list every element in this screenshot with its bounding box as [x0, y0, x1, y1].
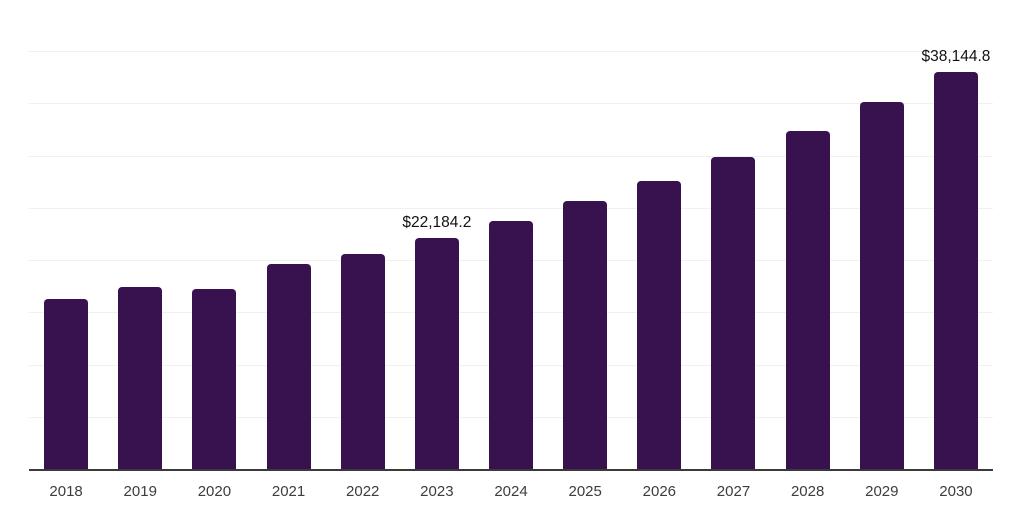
bar-column-2019	[103, 0, 177, 470]
plot-area: $22,184.2 $38,144.8	[29, 0, 993, 471]
bar-2021	[266, 264, 311, 470]
bar-2026	[637, 180, 682, 470]
x-tick-2030: 2030	[939, 483, 973, 500]
x-tick-2022: 2022	[346, 483, 380, 500]
x-tick-2027: 2027	[716, 483, 751, 500]
gridline-25000	[29, 207, 993, 209]
bar-2028	[785, 131, 830, 470]
bar-2023	[414, 238, 459, 470]
x-tick-2028: 2028	[790, 483, 825, 500]
data-label-2023: $22,184.2	[402, 214, 472, 232]
bar-2018	[44, 298, 89, 470]
x-tick-2018: 2018	[49, 483, 83, 500]
bar-column-2027	[696, 0, 770, 470]
bar-2022	[340, 254, 385, 470]
x-tick-2024: 2024	[494, 483, 528, 500]
bar-2030	[933, 71, 978, 470]
bar-column-2020	[177, 0, 251, 470]
bar-column-2028	[771, 0, 845, 470]
bar-2024	[489, 220, 534, 470]
bar-2029	[859, 102, 904, 470]
bar-column-2025	[548, 0, 622, 470]
bar-column-2023: $22,184.2	[400, 0, 474, 470]
gridline-40000	[29, 51, 993, 53]
bar-column-2018	[29, 0, 103, 470]
bar-column-2021	[251, 0, 325, 470]
bar-column-2022	[326, 0, 400, 470]
bar-2020	[192, 289, 237, 470]
x-tick-2021: 2021	[271, 483, 306, 500]
bar-column-2026	[622, 0, 696, 470]
data-label-2030: $38,144.8	[921, 47, 991, 65]
x-tick-2020: 2020	[197, 483, 232, 500]
bars-row: $22,184.2 $38,144.8	[29, 0, 993, 470]
gridline-35000	[29, 103, 993, 105]
bar-2019	[118, 287, 163, 470]
bar-2027	[711, 156, 756, 470]
bar-column-2030: $38,144.8	[919, 0, 993, 470]
x-axis-line	[29, 469, 993, 471]
bar-column-2024	[474, 0, 548, 470]
bar-2025	[563, 201, 608, 470]
gridline-30000	[29, 155, 993, 157]
x-axis-labels: 2018 2019 2020 2021 2022 2023 2024 2025 2026 2027…	[29, 471, 993, 512]
x-tick-2023: 2023	[420, 483, 454, 500]
x-tick-2026: 2026	[642, 483, 677, 500]
x-tick-2025: 2025	[568, 483, 602, 500]
bar-column-2029	[845, 0, 919, 470]
x-tick-2029: 2029	[865, 483, 899, 500]
x-tick-2019: 2019	[123, 483, 157, 500]
